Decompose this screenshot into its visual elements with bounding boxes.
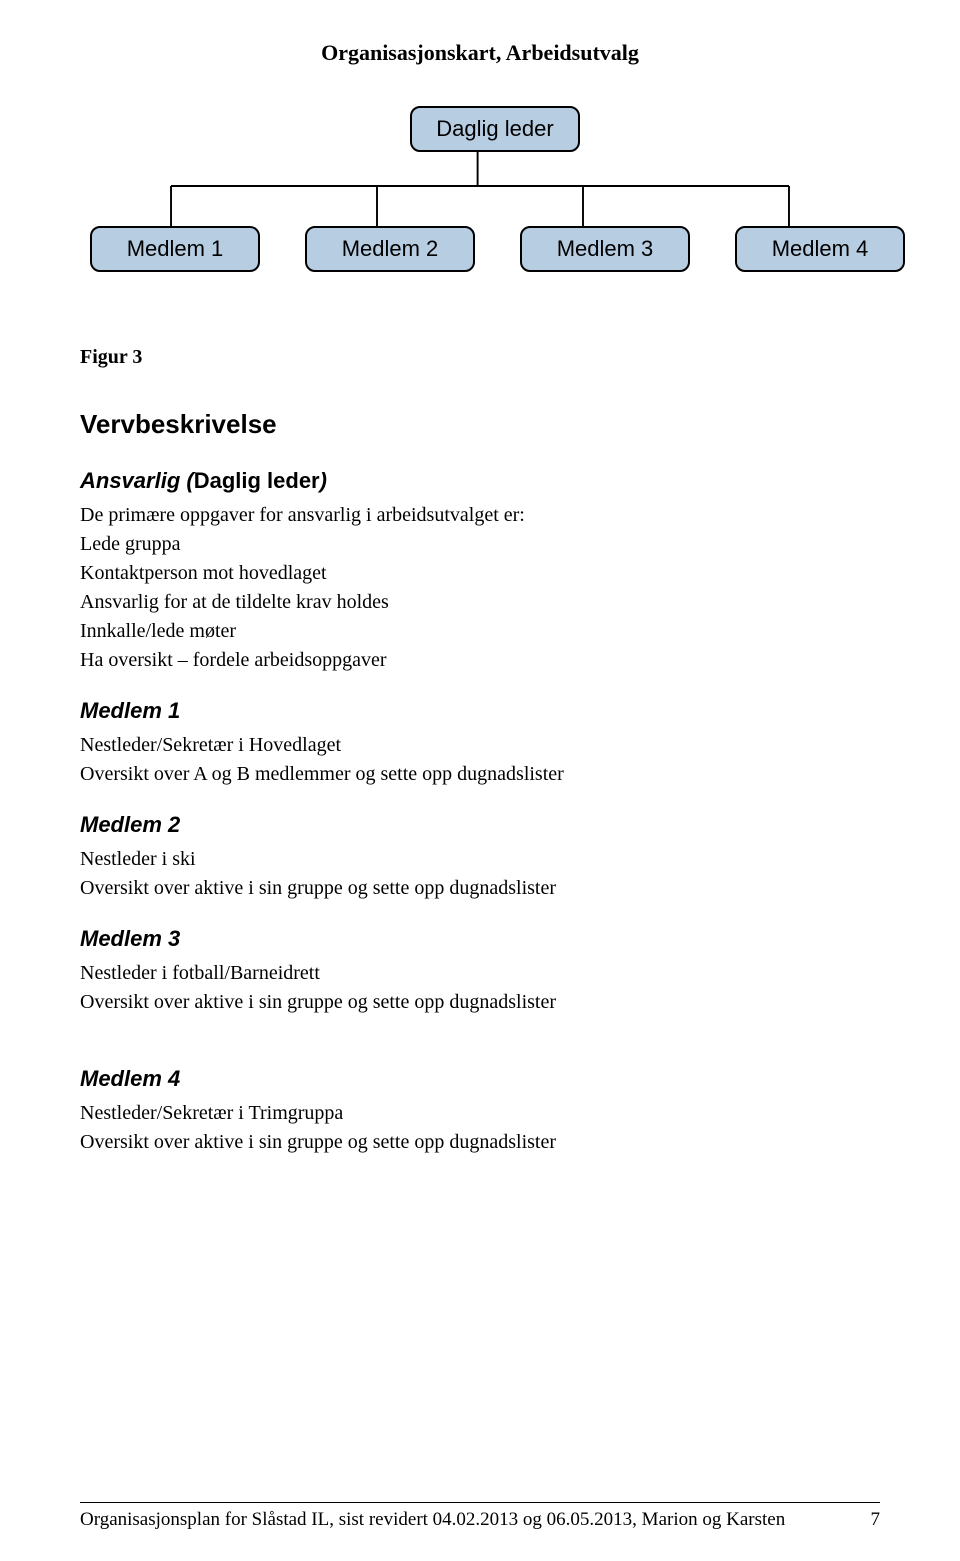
page-title: Organisasjonskart, Arbeidsutvalg — [80, 40, 880, 66]
figure-label: Figur 3 — [80, 346, 880, 369]
role-medlem2-title: Medlem 2 — [80, 812, 880, 838]
role-medlem3-line: Oversikt over aktive i sin gruppe og set… — [80, 989, 880, 1016]
role-ansvarlig-inner: Daglig leder — [194, 468, 320, 493]
role-ansvarlig-intro: De primære oppgaver for ansvarlig i arbe… — [80, 502, 880, 529]
role-ansvarlig-line: Ansvarlig for at de tildelte krav holdes — [80, 589, 880, 616]
role-medlem4-title: Medlem 4 — [80, 1066, 880, 1092]
role-ansvarlig-line: Lede gruppa — [80, 531, 880, 558]
role-medlem3-line: Nestleder i fotball/Barneidrett — [80, 960, 880, 987]
page-footer: Organisasjonsplan for Slåstad IL, sist r… — [80, 1502, 880, 1531]
role-medlem1-line: Nestleder/Sekretær i Hovedlaget — [80, 732, 880, 759]
role-medlem4-line: Nestleder/Sekretær i Trimgruppa — [80, 1100, 880, 1127]
role-medlem2-line: Nestleder i ski — [80, 846, 880, 873]
org-node-medlem-2: Medlem 2 — [305, 226, 475, 272]
role-medlem4-line: Oversikt over aktive i sin gruppe og set… — [80, 1129, 880, 1156]
document-page: Organisasjonskart, Arbeidsutvalg Daglig … — [0, 0, 960, 1561]
role-ansvarlig-line: Kontaktperson mot hovedlaget — [80, 560, 880, 587]
org-node-medlem-3: Medlem 3 — [520, 226, 690, 272]
org-node-medlem-4: Medlem 4 — [735, 226, 905, 272]
role-medlem3-title: Medlem 3 — [80, 926, 880, 952]
role-medlem2-line: Oversikt over aktive i sin gruppe og set… — [80, 875, 880, 902]
footer-page-number: 7 — [871, 1509, 881, 1531]
footer-text: Organisasjonsplan for Slåstad IL, sist r… — [80, 1509, 785, 1531]
role-medlem1-title: Medlem 1 — [80, 698, 880, 724]
org-chart: Daglig leder Medlem 1 Medlem 2 Medlem 3 … — [80, 106, 880, 326]
role-ansvarlig-prefix: Ansvarlig ( — [80, 468, 194, 493]
role-medlem1-line: Oversikt over A og B medlemmer og sette … — [80, 761, 880, 788]
footer-rule — [80, 1502, 880, 1503]
role-ansvarlig-line: Ha oversikt – fordele arbeidsoppgaver — [80, 647, 880, 674]
role-ansvarlig-line: Innkalle/lede møter — [80, 618, 880, 645]
org-node-medlem-1: Medlem 1 — [90, 226, 260, 272]
org-node-root: Daglig leder — [410, 106, 580, 152]
role-ansvarlig-suffix: ) — [320, 468, 327, 493]
section-heading: Vervbeskrivelse — [80, 409, 880, 440]
role-ansvarlig-title: Ansvarlig (Daglig leder) — [80, 468, 880, 494]
